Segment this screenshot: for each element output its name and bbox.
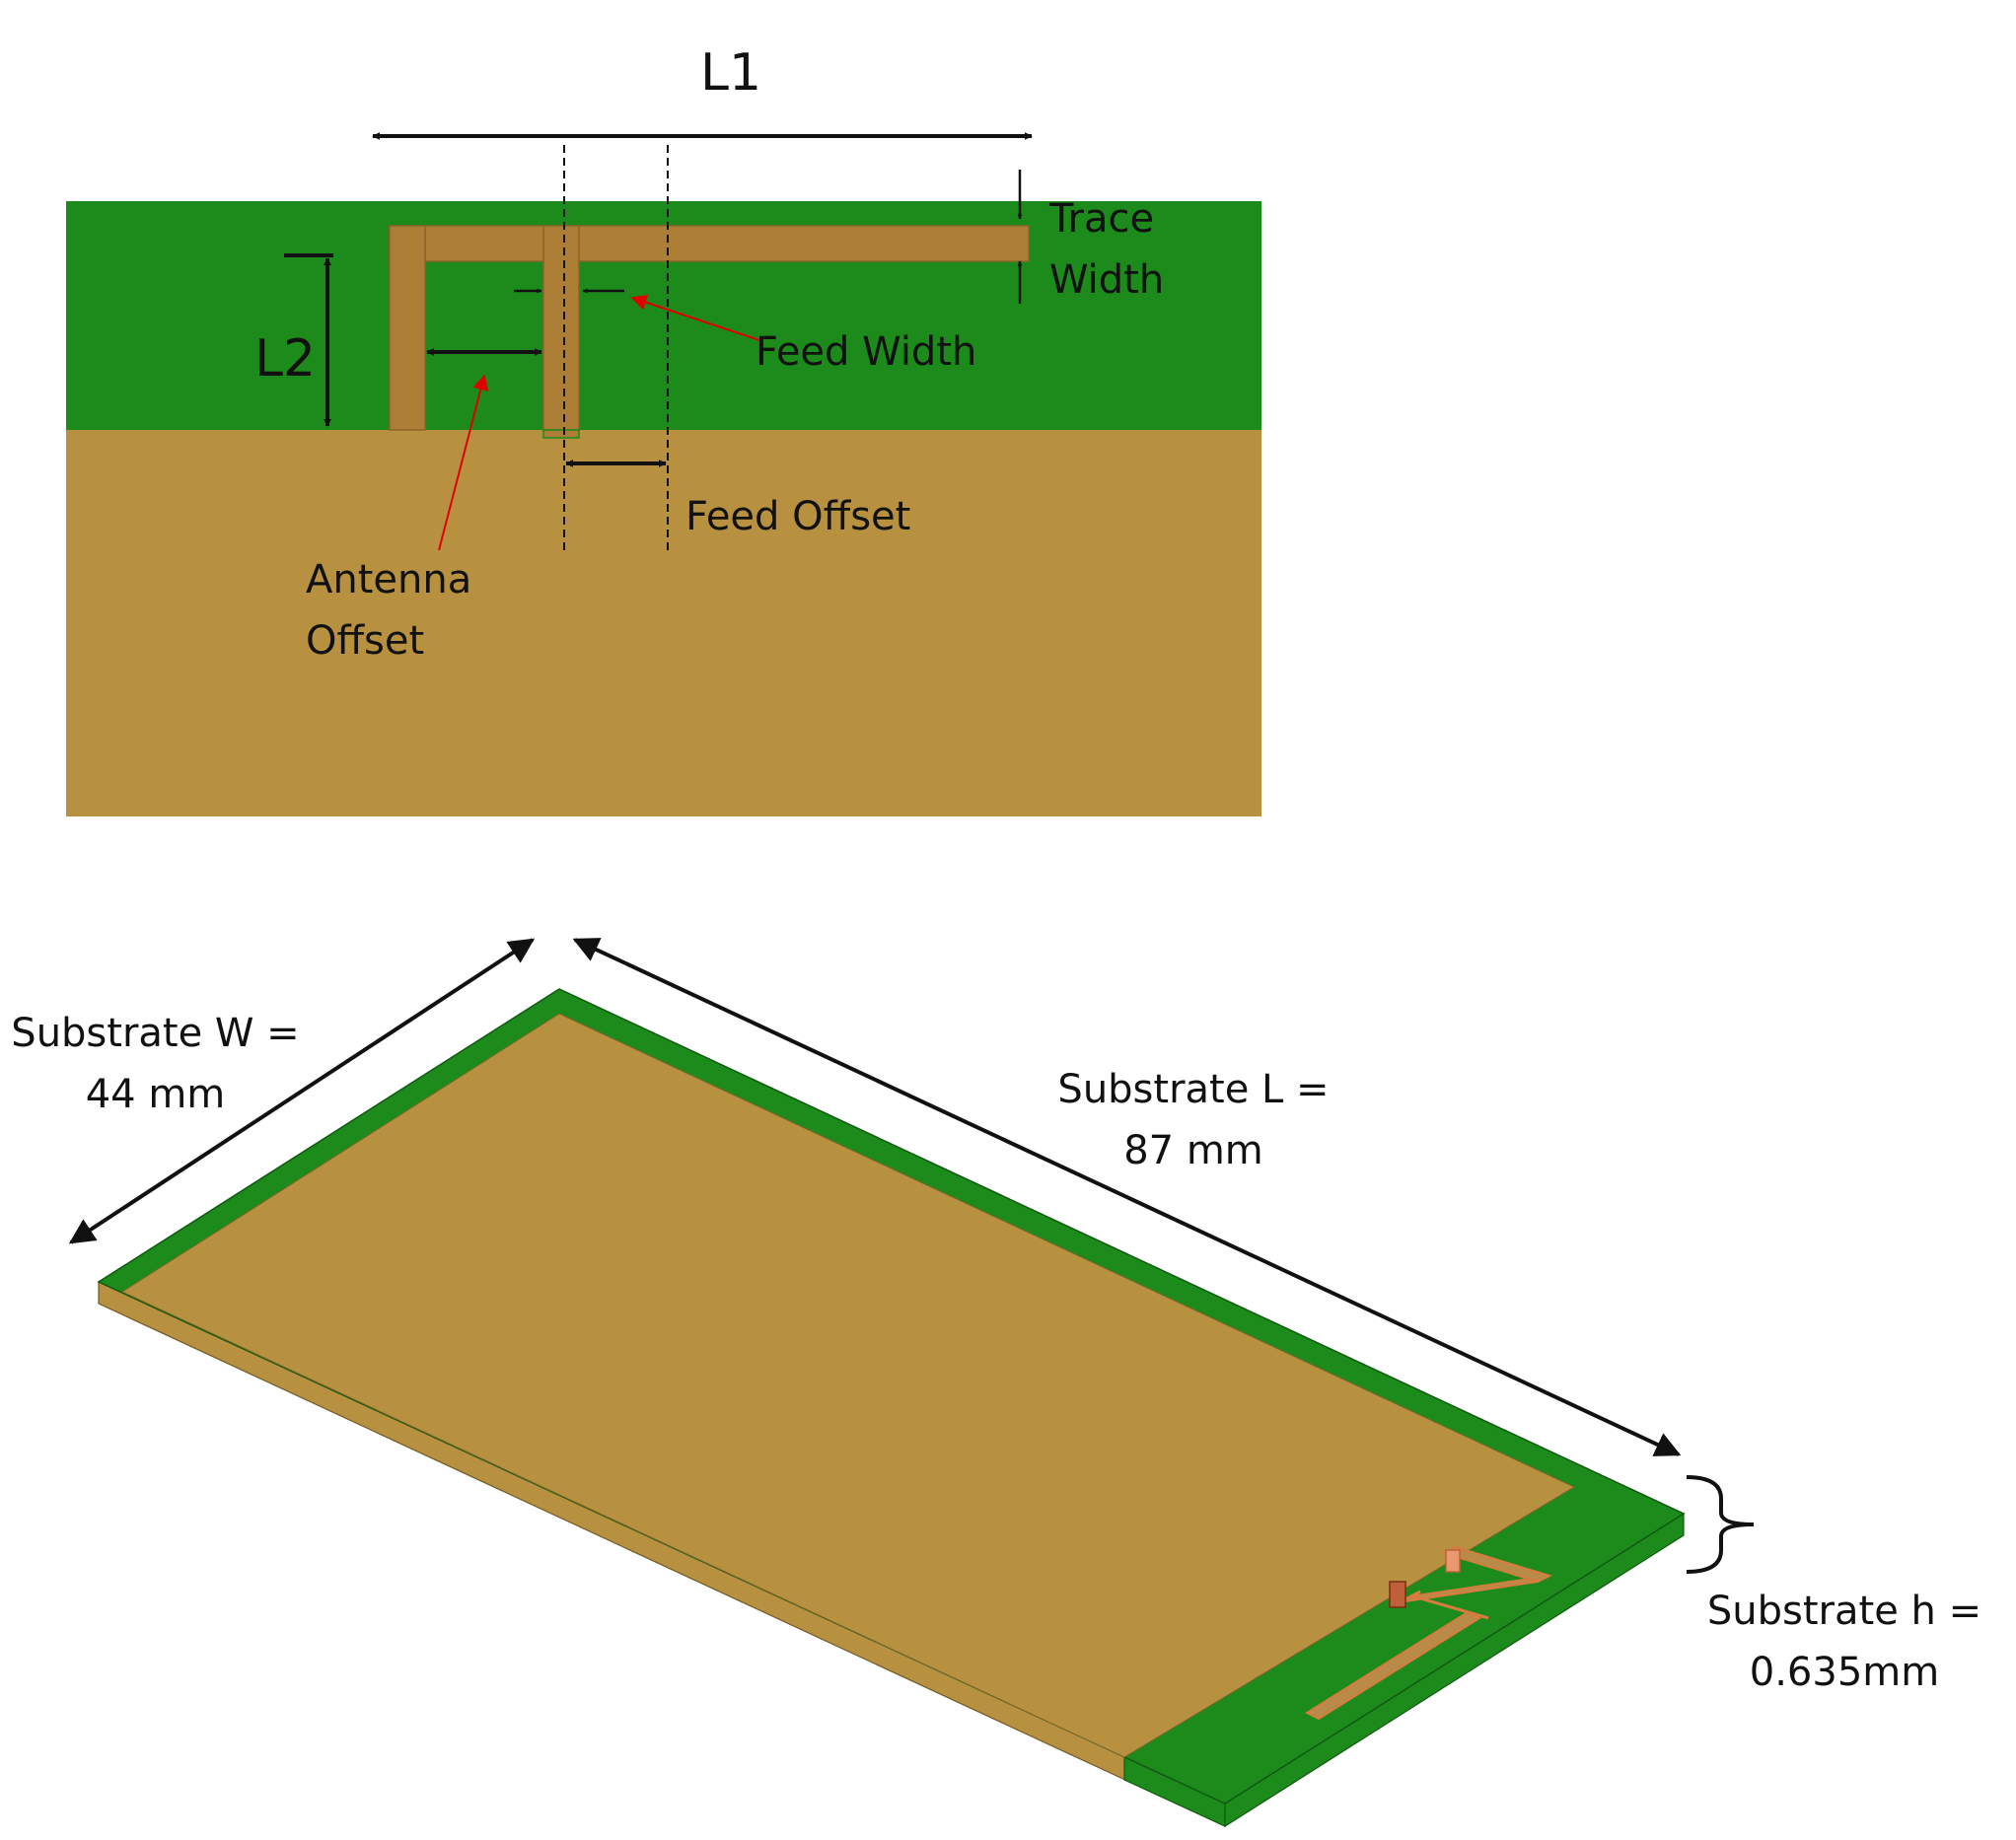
substrate-w-arrow bbox=[68, 938, 536, 1244]
label-substrate-l-1: Substrate L = bbox=[1057, 1067, 1330, 1112]
label-feed-width: Feed Width bbox=[756, 329, 977, 375]
label-substrate-w-2: 44 mm bbox=[85, 1072, 226, 1117]
trace-short-leg bbox=[389, 225, 426, 431]
feed-stub bbox=[542, 429, 580, 439]
ground-plane-copper bbox=[66, 430, 1261, 816]
substrate-l-arrow bbox=[572, 938, 1682, 1456]
top-view bbox=[66, 132, 1261, 816]
trace-feed-leg bbox=[542, 225, 580, 431]
label-antenna-offset-1: Antenna bbox=[306, 557, 472, 602]
iso-antenna-feed-leg bbox=[1304, 1610, 1482, 1721]
iso-short-port bbox=[1445, 1549, 1461, 1573]
label-substrate-h-2: 0.635mm bbox=[1749, 1650, 1940, 1695]
antenna-offset-pointer bbox=[438, 374, 489, 551]
iso-antenna bbox=[1304, 1545, 1552, 1721]
antenna-trace bbox=[389, 225, 1030, 431]
iso-antenna-outline bbox=[1409, 1593, 1489, 1620]
feed-width-pointer bbox=[630, 294, 760, 341]
label-trace-width-1: Trace bbox=[1049, 196, 1155, 242]
label-feed-offset: Feed Offset bbox=[685, 494, 911, 539]
label-trace-width-2: Width bbox=[1049, 257, 1165, 303]
label-substrate-l-2: 87 mm bbox=[1123, 1128, 1263, 1173]
isometric-view bbox=[68, 938, 1755, 1828]
label-substrate-h-1: Substrate h = bbox=[1706, 1589, 1982, 1634]
iso-antenna-leg-upper bbox=[1441, 1545, 1552, 1584]
iso-feed-port bbox=[1389, 1581, 1406, 1608]
label-antenna-offset-2: Offset bbox=[306, 618, 425, 664]
label-l1: L1 bbox=[700, 43, 762, 103]
label-substrate-w-1: Substrate W = bbox=[11, 1011, 300, 1056]
label-l2: L2 bbox=[254, 329, 317, 389]
trace-horizontal-arm bbox=[389, 225, 1030, 262]
substrate-h-brace bbox=[1686, 1475, 1755, 1574]
